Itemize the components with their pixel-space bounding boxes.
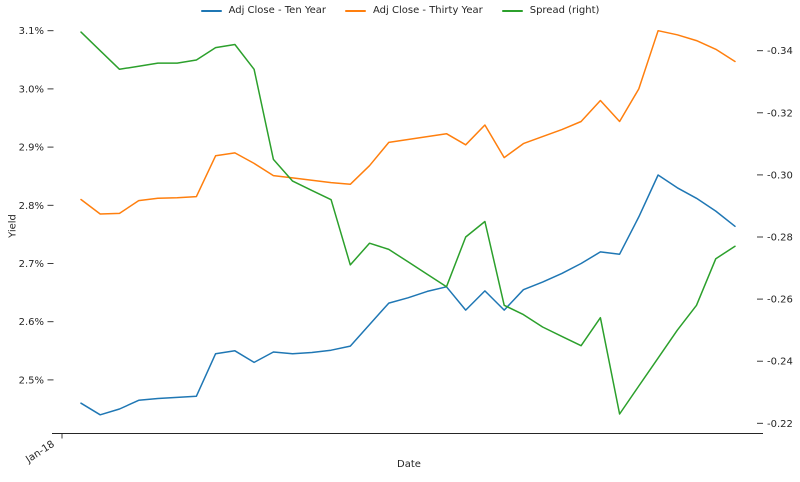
right-y-tick-label: -0.30 — [767, 170, 793, 181]
left-y-tick-label: 2.8% — [19, 201, 44, 212]
right-y-tick-label: -0.26 — [767, 295, 793, 306]
right-y-axis-ticks: -0.34 -0.32 -0.30 -0.28 -0.26 -0.24 -0.22 — [757, 46, 793, 430]
legend-label-thirty-year: Adj Close - Thirty Year — [373, 5, 483, 16]
right-y-tick-label: -0.32 — [767, 108, 793, 119]
left-y-tick-label: 2.5% — [19, 375, 44, 386]
right-y-tick-label: -0.22 — [767, 419, 793, 430]
right-y-tick-label: -0.34 — [767, 46, 793, 57]
left-y-tick-label: 2.6% — [19, 317, 44, 328]
left-y-tick-label: 3.1% — [19, 26, 44, 37]
series-line-adj-close-thirty-year — [80, 29, 736, 215]
x-axis-title: Date — [397, 459, 421, 470]
legend-label-ten-year: Adj Close - Ten Year — [228, 5, 327, 16]
legend-line-sample-thirty-year — [345, 9, 367, 12]
left-y-tick-label: 2.7% — [19, 259, 44, 270]
right-y-tick-label: -0.24 — [767, 357, 793, 368]
legend-item-thirty-year: Adj Close - Thirty Year — [345, 5, 483, 16]
legend-line-sample-spread — [501, 9, 523, 12]
series-lines — [80, 29, 736, 416]
chart-legend: Adj Close - Ten Year Adj Close - Thirty … — [0, 5, 800, 16]
right-y-tick-label: -0.28 — [767, 233, 793, 244]
left-y-axis-ticks: 3.1% 3.0% 2.9% 2.8% 2.7% 2.6% 2.5% — [19, 26, 54, 386]
left-y-tick-label: 3.0% — [19, 84, 44, 95]
legend-item-spread: Spread (right) — [501, 5, 600, 16]
legend-label-spread: Spread (right) — [529, 5, 600, 16]
series-line-spread-right- — [80, 31, 736, 415]
series-line-adj-close-ten-year — [80, 174, 736, 416]
legend-line-sample-ten-year — [200, 9, 222, 12]
legend-item-ten-year: Adj Close - Ten Year — [200, 5, 327, 16]
left-y-tick-label: 2.9% — [19, 143, 44, 154]
